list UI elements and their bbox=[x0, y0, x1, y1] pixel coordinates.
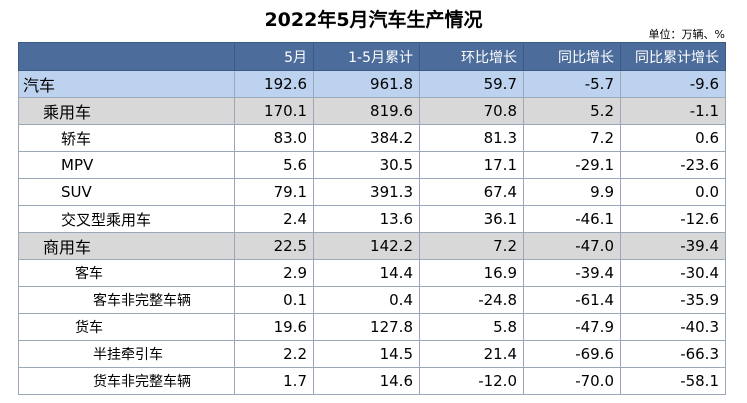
table-cell: 0.4 bbox=[313, 286, 420, 314]
table-cell: 7.2 bbox=[523, 124, 621, 152]
table-cell: 67.4 bbox=[419, 178, 524, 206]
table-cell: 7.2 bbox=[419, 232, 524, 260]
table-cell: -66.3 bbox=[620, 340, 726, 368]
table-cell: -47.9 bbox=[523, 313, 621, 341]
table-cell: 192.6 bbox=[234, 70, 314, 98]
table-cell: -23.6 bbox=[620, 151, 726, 179]
header-cell-category bbox=[18, 42, 235, 71]
table-cell: 2.4 bbox=[234, 205, 314, 233]
table-cell: 170.1 bbox=[234, 97, 314, 125]
table-row: 客车非完整车辆 0.1 0.4 -24.8 -61.4 -35.9 bbox=[18, 286, 726, 314]
table-cell: 16.9 bbox=[419, 259, 524, 287]
unit-label: 单位：万辆、% bbox=[648, 28, 725, 41]
table-cell: 2.9 bbox=[234, 259, 314, 287]
header-cell-month: 5月 bbox=[234, 42, 314, 71]
table-cell: -24.8 bbox=[419, 286, 524, 314]
table-cell: -47.0 bbox=[523, 232, 621, 260]
table-cell: 384.2 bbox=[313, 124, 420, 152]
production-table: 5月 1-5月累计 环比增长 同比增长 同比累计增长 汽车 192.6 961.8 5… bbox=[18, 42, 726, 395]
table-cell: -35.9 bbox=[620, 286, 726, 314]
table-cell: 14.4 bbox=[313, 259, 420, 287]
table-row: 半挂牵引车 2.2 14.5 21.4 -69.6 -66.3 bbox=[18, 340, 726, 368]
table-cell: 961.8 bbox=[313, 70, 420, 98]
table-cell: 1.7 bbox=[234, 367, 314, 395]
table-cell: 142.2 bbox=[313, 232, 420, 260]
table-cell: 14.6 bbox=[313, 367, 420, 395]
table-cell: -9.6 bbox=[620, 70, 726, 98]
table-cell: 5.2 bbox=[523, 97, 621, 125]
table-cell: -61.4 bbox=[523, 286, 621, 314]
table-cell: -5.7 bbox=[523, 70, 621, 98]
table-cell: 22.5 bbox=[234, 232, 314, 260]
table-cell: 19.6 bbox=[234, 313, 314, 341]
table-cell: 391.3 bbox=[313, 178, 420, 206]
table-cell: -39.4 bbox=[523, 259, 621, 287]
table-cell: 819.6 bbox=[313, 97, 420, 125]
table-cell: -40.3 bbox=[620, 313, 726, 341]
table-cell: 21.4 bbox=[419, 340, 524, 368]
table-cell: 0.0 bbox=[620, 178, 726, 206]
table-cell: 0.1 bbox=[234, 286, 314, 314]
header-cell-yoy-growth: 同比增长 bbox=[523, 42, 621, 71]
table-row: 客车 2.9 14.4 16.9 -39.4 -30.4 bbox=[18, 259, 726, 287]
table-cell: 2.2 bbox=[234, 340, 314, 368]
header-cell-yoy-cumulative-growth: 同比累计增长 bbox=[620, 42, 726, 71]
row-label: 客车 bbox=[18, 259, 235, 287]
table-row: 轿车 83.0 384.2 81.3 7.2 0.6 bbox=[18, 124, 726, 152]
table-cell: -58.1 bbox=[620, 367, 726, 395]
row-label: 货车 bbox=[18, 313, 235, 341]
table-cell: 59.7 bbox=[419, 70, 524, 98]
table-cell: 0.6 bbox=[620, 124, 726, 152]
table-cell: 81.3 bbox=[419, 124, 524, 152]
table-cell: 36.1 bbox=[419, 205, 524, 233]
table-cell: -29.1 bbox=[523, 151, 621, 179]
row-label: 交叉型乘用车 bbox=[18, 205, 235, 233]
table-row: 汽车 192.6 961.8 59.7 -5.7 -9.6 bbox=[18, 70, 726, 98]
table-cell: -12.0 bbox=[419, 367, 524, 395]
table-cell: 30.5 bbox=[313, 151, 420, 179]
table-cell: -39.4 bbox=[620, 232, 726, 260]
table-cell: 9.9 bbox=[523, 178, 621, 206]
row-label: 半挂牵引车 bbox=[18, 340, 235, 368]
row-label: 货车非完整车辆 bbox=[18, 367, 235, 395]
row-label: 轿车 bbox=[18, 124, 235, 152]
row-label: 客车非完整车辆 bbox=[18, 286, 235, 314]
row-label: SUV bbox=[18, 178, 235, 206]
header-cell-mom-growth: 环比增长 bbox=[419, 42, 524, 71]
table-cell: -46.1 bbox=[523, 205, 621, 233]
table-cell: 70.8 bbox=[419, 97, 524, 125]
table-cell: 5.8 bbox=[419, 313, 524, 341]
row-label: 汽车 bbox=[18, 70, 235, 98]
table-cell: 14.5 bbox=[313, 340, 420, 368]
header-cell-cumulative: 1-5月累计 bbox=[313, 42, 420, 71]
table-cell: -69.6 bbox=[523, 340, 621, 368]
table-row: 交叉型乘用车 2.4 13.6 36.1 -46.1 -12.6 bbox=[18, 205, 726, 233]
table-cell: -70.0 bbox=[523, 367, 621, 395]
row-label: 乘用车 bbox=[18, 97, 235, 125]
table-row: 乘用车 170.1 819.6 70.8 5.2 -1.1 bbox=[18, 97, 726, 125]
row-label: 商用车 bbox=[18, 232, 235, 260]
table-cell: -1.1 bbox=[620, 97, 726, 125]
row-label: MPV bbox=[18, 151, 235, 179]
table-cell: -30.4 bbox=[620, 259, 726, 287]
table-cell: 5.6 bbox=[234, 151, 314, 179]
header-row: 5月 1-5月累计 环比增长 同比增长 同比累计增长 bbox=[18, 42, 726, 71]
table-cell: 13.6 bbox=[313, 205, 420, 233]
table-row: SUV 79.1 391.3 67.4 9.9 0.0 bbox=[18, 178, 726, 206]
table-row: MPV 5.6 30.5 17.1 -29.1 -23.6 bbox=[18, 151, 726, 179]
page-title: 2022年5月汽车生产情况 bbox=[264, 9, 483, 31]
table-row: 商用车 22.5 142.2 7.2 -47.0 -39.4 bbox=[18, 232, 726, 260]
table-cell: 79.1 bbox=[234, 178, 314, 206]
table-row: 货车 19.6 127.8 5.8 -47.9 -40.3 bbox=[18, 313, 726, 341]
table-cell: 127.8 bbox=[313, 313, 420, 341]
table-cell: -12.6 bbox=[620, 205, 726, 233]
table-cell: 83.0 bbox=[234, 124, 314, 152]
table-cell: 17.1 bbox=[419, 151, 524, 179]
table-row: 货车非完整车辆 1.7 14.6 -12.0 -70.0 -58.1 bbox=[18, 367, 726, 395]
